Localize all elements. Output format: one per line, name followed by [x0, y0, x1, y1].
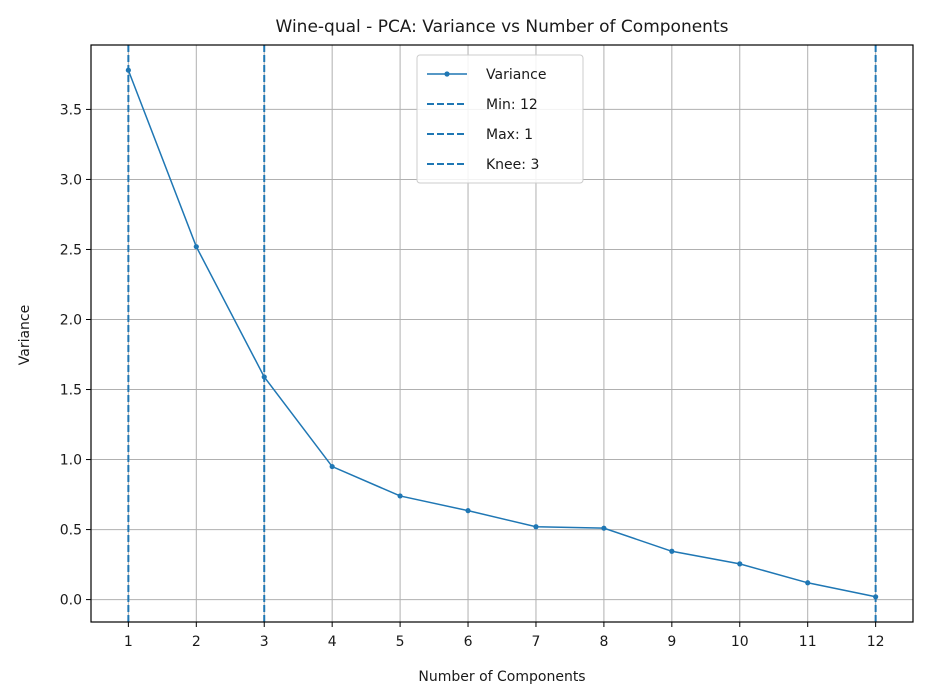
chart-title: Wine-qual - PCA: Variance vs Number of C… — [276, 17, 729, 37]
legend-label: Max: 1 — [486, 127, 533, 143]
y-tick-label: 1.5 — [60, 383, 82, 399]
data-point — [465, 508, 471, 514]
y-tick-label: 0.5 — [60, 523, 82, 539]
y-tick-label: 1.0 — [60, 453, 82, 469]
x-tick-label: 12 — [867, 634, 885, 650]
x-tick-label: 1 — [124, 634, 133, 650]
x-tick-label: 7 — [532, 634, 541, 650]
data-point — [805, 580, 811, 586]
data-point — [261, 374, 267, 380]
series-lines — [125, 67, 879, 600]
data-point — [193, 244, 199, 250]
y-tick-label: 2.5 — [60, 242, 82, 258]
x-tick-label: 6 — [464, 634, 473, 650]
x-tick-label: 2 — [192, 634, 201, 650]
data-point — [873, 594, 879, 600]
y-tick-label: 3.5 — [60, 102, 82, 118]
legend-label: Variance — [486, 67, 546, 83]
x-axis-label: Number of Components — [418, 669, 585, 685]
legend-label: Min: 12 — [486, 97, 538, 113]
x-tick-label: 11 — [799, 634, 817, 650]
legend: Variance Min: 12 Max: 1 Knee: 3 — [416, 54, 584, 184]
series-line-1 — [127, 69, 876, 598]
plot-frame — [90, 44, 914, 623]
x-tick-label: 8 — [599, 634, 608, 650]
legend-label: Knee: 3 — [486, 157, 539, 173]
data-point — [737, 561, 743, 567]
data-point — [669, 548, 675, 554]
x-tick-label: 4 — [328, 634, 337, 650]
data-point — [397, 493, 403, 499]
data-point — [329, 463, 335, 470]
y-tick-label: 3.0 — [60, 172, 82, 188]
reference-lines — [127, 45, 877, 622]
x-tick-label: 10 — [731, 634, 749, 650]
y-axis-label: Variance — [17, 305, 33, 365]
y-tick-label: 2.0 — [60, 312, 82, 328]
axis-ticks: 1 2 3 4 5 6 7 8 9 10 11 120.00.51.01.52.02.53.03.5 — [60, 102, 885, 650]
data-point — [601, 525, 607, 531]
y-tick-label: 0.0 — [60, 593, 82, 609]
legend-marker — [444, 71, 450, 77]
legend-box — [416, 54, 584, 184]
data-point — [125, 67, 131, 73]
axes-frame — [90, 44, 914, 623]
x-tick-label: 9 — [667, 634, 676, 650]
x-tick-label: 3 — [260, 634, 269, 650]
data-point — [533, 524, 539, 530]
x-tick-label: 5 — [396, 634, 405, 650]
